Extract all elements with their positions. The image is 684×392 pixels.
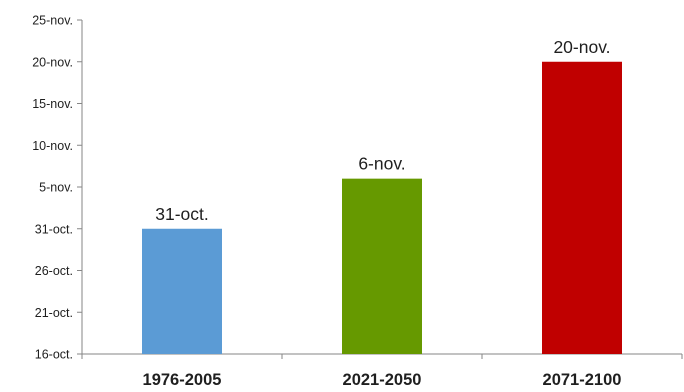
y-tick-label: 20-nov. bbox=[32, 55, 73, 69]
bar-2071-2100 bbox=[542, 61, 622, 354]
y-tick-label: 31-oct. bbox=[35, 222, 73, 236]
bar-value-label: 6-nov. bbox=[358, 154, 405, 174]
y-tick-label: 25-nov. bbox=[32, 14, 73, 28]
y-tick-label: 26-oct. bbox=[35, 264, 73, 278]
x-category-label: 2021-2050 bbox=[343, 371, 422, 389]
y-axis: 16-oct. 21-oct. 26-oct. 31-oct. 5-nov. 10-nov… bbox=[32, 14, 83, 362]
x-axis: 1976-2005 2021-2050 2071-2100 bbox=[81, 353, 683, 389]
y-tick-label: 5-nov. bbox=[39, 181, 73, 195]
x-category-label: 1976-2005 bbox=[143, 371, 222, 389]
bar-value-label: 20-nov. bbox=[553, 37, 610, 57]
bar-2021-2050 bbox=[342, 178, 422, 354]
y-tick-label: 16-oct. bbox=[35, 348, 73, 362]
bars bbox=[142, 61, 622, 354]
data-labels: 31-oct. 6-nov. 20-nov. bbox=[155, 37, 610, 224]
y-tick-label: 10-nov. bbox=[32, 139, 73, 153]
bar-value-label: 31-oct. bbox=[155, 204, 209, 224]
y-tick-label: 21-oct. bbox=[35, 306, 73, 320]
y-tick-label: 15-nov. bbox=[32, 97, 73, 111]
x-category-label: 2071-2100 bbox=[543, 371, 622, 389]
bar-1976-2005 bbox=[142, 228, 222, 354]
